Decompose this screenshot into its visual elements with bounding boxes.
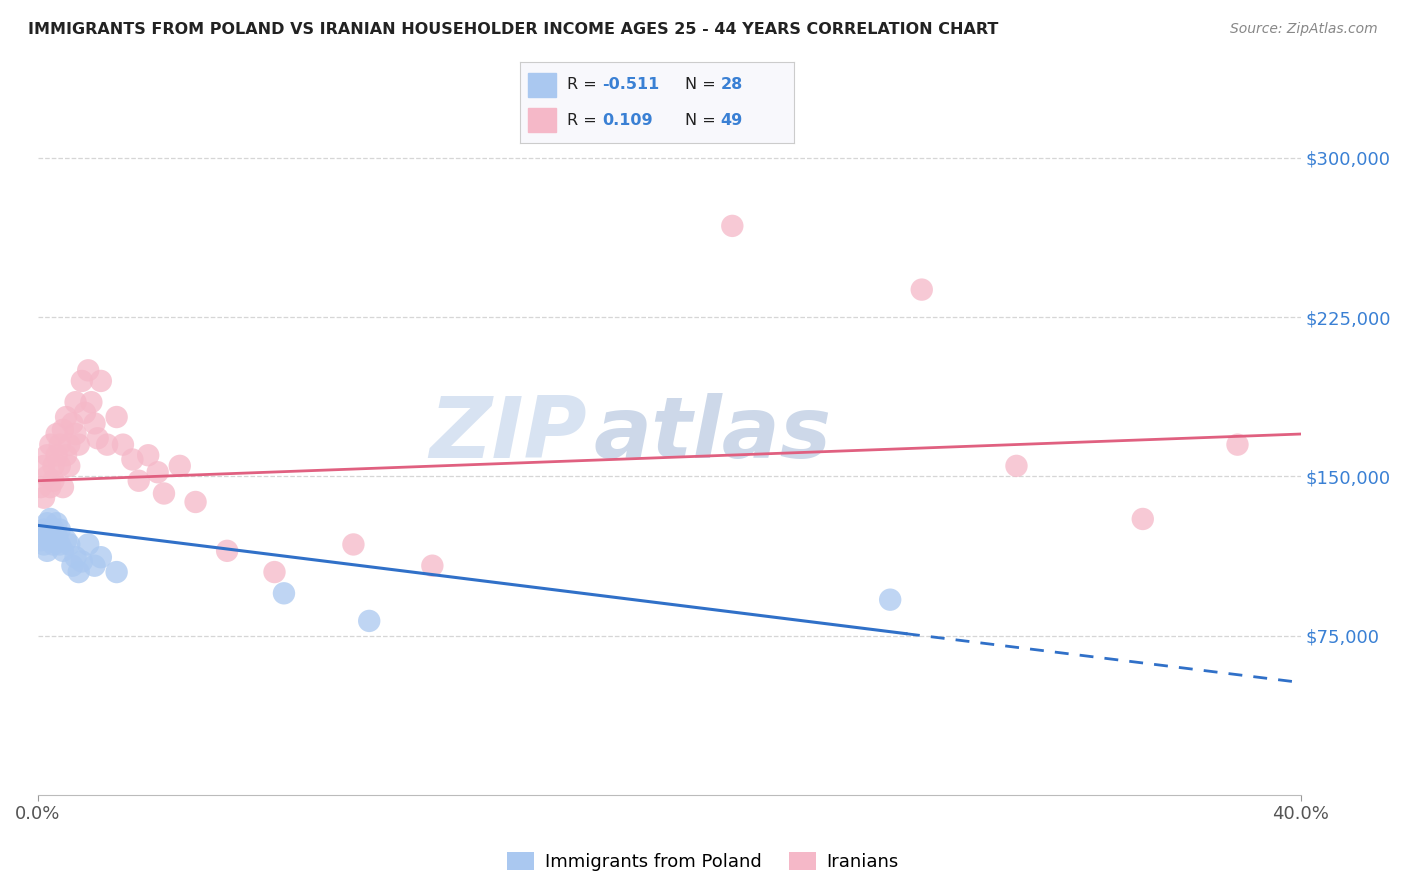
- Point: [70, 554, 93, 568]
- Point: [58, 458, 80, 473]
- Point: [32, 537, 55, 551]
- Point: [52, 544, 75, 558]
- Point: [32, 523, 55, 537]
- Point: [52, 480, 75, 494]
- Point: [422, 558, 444, 573]
- Point: [65, 395, 87, 409]
- Text: atlas: atlas: [593, 392, 831, 475]
- Text: Source: ZipAtlas.com: Source: ZipAtlas.com: [1230, 22, 1378, 37]
- Point: [263, 565, 285, 579]
- Point: [39, 480, 62, 494]
- Point: [37, 529, 59, 543]
- Point: [45, 529, 67, 543]
- Point: [62, 558, 84, 573]
- Text: R =: R =: [567, 112, 602, 128]
- Point: [37, 469, 59, 483]
- Point: [65, 550, 87, 565]
- Point: [42, 523, 65, 537]
- Point: [67, 437, 90, 451]
- Point: [136, 448, 159, 462]
- Text: 49: 49: [720, 112, 742, 128]
- Legend: Immigrants from Poland, Iranians: Immigrants from Poland, Iranians: [499, 845, 907, 879]
- Point: [77, 363, 100, 377]
- Point: [37, 448, 59, 462]
- Point: [45, 448, 67, 462]
- Point: [62, 417, 84, 431]
- Point: [721, 219, 744, 233]
- Point: [39, 437, 62, 451]
- Point: [45, 516, 67, 531]
- Point: [342, 537, 364, 551]
- Text: ZIP: ZIP: [429, 392, 588, 475]
- Point: [55, 448, 77, 462]
- Point: [121, 452, 143, 467]
- Point: [73, 406, 96, 420]
- Text: N =: N =: [685, 78, 721, 93]
- Point: [128, 474, 150, 488]
- Point: [105, 410, 128, 425]
- Point: [67, 565, 90, 579]
- Point: [32, 458, 55, 473]
- Point: [42, 474, 65, 488]
- Point: [55, 410, 77, 425]
- Point: [1005, 458, 1028, 473]
- Point: [1132, 512, 1154, 526]
- Point: [52, 423, 75, 437]
- Point: [77, 537, 100, 551]
- Point: [111, 437, 134, 451]
- Point: [217, 544, 239, 558]
- Bar: [529, 73, 555, 97]
- Point: [58, 537, 80, 551]
- Point: [37, 516, 59, 531]
- Point: [96, 437, 118, 451]
- Point: [42, 458, 65, 473]
- Point: [39, 512, 62, 526]
- Bar: [529, 108, 555, 132]
- Point: [273, 586, 295, 600]
- Text: N =: N =: [685, 112, 721, 128]
- Point: [65, 427, 87, 442]
- Point: [55, 533, 77, 548]
- Point: [39, 533, 62, 548]
- Point: [32, 491, 55, 505]
- Point: [49, 537, 72, 551]
- Point: [879, 592, 901, 607]
- Point: [90, 374, 112, 388]
- Point: [146, 465, 169, 479]
- Point: [105, 565, 128, 579]
- Point: [86, 431, 108, 445]
- Point: [70, 374, 93, 388]
- Point: [153, 486, 176, 500]
- Point: [42, 537, 65, 551]
- Text: IMMIGRANTS FROM POLAND VS IRANIAN HOUSEHOLDER INCOME AGES 25 - 44 YEARS CORRELAT: IMMIGRANTS FROM POLAND VS IRANIAN HOUSEH…: [28, 22, 998, 37]
- Point: [49, 523, 72, 537]
- Text: R =: R =: [567, 78, 602, 93]
- Text: -0.511: -0.511: [603, 78, 659, 93]
- Point: [49, 458, 72, 473]
- Point: [169, 458, 191, 473]
- Point: [37, 544, 59, 558]
- Point: [80, 395, 103, 409]
- Point: [58, 437, 80, 451]
- Point: [184, 495, 207, 509]
- Point: [30, 533, 52, 548]
- Point: [30, 480, 52, 494]
- Point: [90, 550, 112, 565]
- Point: [83, 417, 105, 431]
- Point: [49, 437, 72, 451]
- Point: [911, 283, 934, 297]
- Point: [1226, 437, 1249, 451]
- Text: 0.109: 0.109: [603, 112, 654, 128]
- Point: [45, 427, 67, 442]
- Text: 28: 28: [720, 78, 742, 93]
- Point: [359, 614, 381, 628]
- Point: [83, 558, 105, 573]
